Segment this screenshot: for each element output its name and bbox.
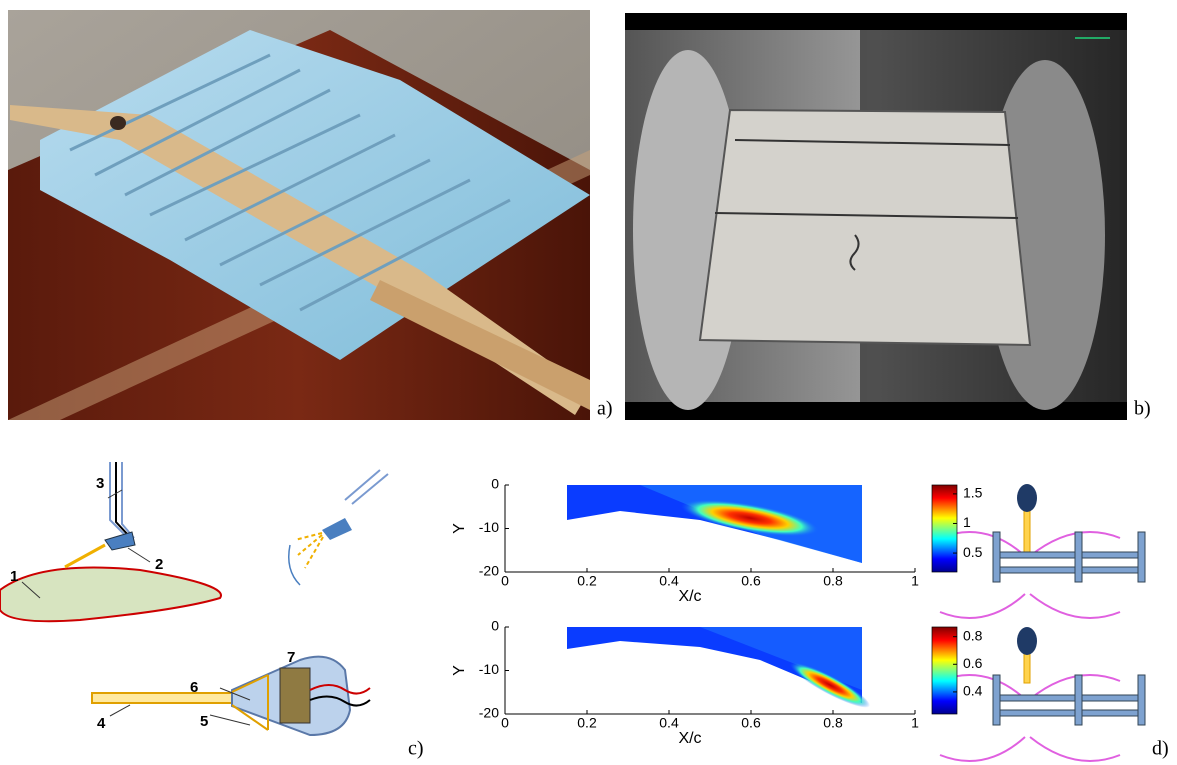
colorbar-tick-label: 0.4: [963, 683, 983, 699]
y-tick-label: 0: [491, 618, 499, 634]
colorbar: [932, 485, 957, 572]
y-axis-label: Y: [451, 665, 468, 676]
diagram-number: 1: [10, 568, 18, 585]
x-tick-label: 0: [501, 715, 509, 731]
y-tick-label: -20: [479, 563, 499, 579]
panel-label: b): [1134, 398, 1151, 420]
diagram-number: 4: [97, 715, 106, 732]
x-tick-label: 0.4: [659, 573, 679, 589]
figure: a) b): [0, 0, 1177, 765]
heatmap-field: [567, 485, 862, 563]
photo-a: [8, 10, 590, 420]
x-axis-label: X/c: [678, 588, 701, 605]
colorbar: [932, 627, 957, 714]
x-tick-label: 1: [911, 715, 919, 731]
x-tick-label: 0.8: [823, 715, 843, 731]
panel-label: a): [597, 398, 613, 420]
colorbar-tick-label: 0.8: [963, 627, 983, 643]
x-tick-label: 0.6: [741, 573, 761, 589]
x-tick-label: 1: [911, 573, 919, 589]
photo-b: [625, 13, 1127, 420]
diagram-number: 6: [190, 679, 198, 696]
colorbar-tick-label: 0.6: [963, 655, 983, 671]
panel-label: d): [1152, 738, 1169, 760]
diagram-number: 7: [287, 649, 295, 666]
x-tick-label: 0.4: [659, 715, 679, 731]
heatmap-field: [567, 627, 874, 714]
x-tick-label: 0.2: [577, 573, 597, 589]
y-tick-label: -10: [479, 519, 499, 535]
x-tick-label: 0.2: [577, 715, 597, 731]
y-tick-label: -20: [479, 705, 499, 721]
y-tick-label: 0: [491, 476, 499, 492]
x-tick-label: 0.8: [823, 573, 843, 589]
colorbar-tick-label: 1.5: [963, 485, 983, 501]
y-tick-label: -10: [479, 661, 499, 677]
y-axis-label: Y: [451, 523, 468, 534]
panel-label: c): [408, 738, 424, 760]
diagram-number: 5: [200, 713, 208, 730]
colorbar-tick-label: 0.5: [963, 544, 983, 560]
diagram-number: 2: [155, 556, 163, 573]
diagram-number: 3: [96, 475, 104, 492]
colorbar-tick-label: 1: [963, 514, 971, 530]
x-tick-label: 0: [501, 573, 509, 589]
x-tick-label: 0.6: [741, 715, 761, 731]
x-axis-label: X/c: [678, 730, 701, 747]
